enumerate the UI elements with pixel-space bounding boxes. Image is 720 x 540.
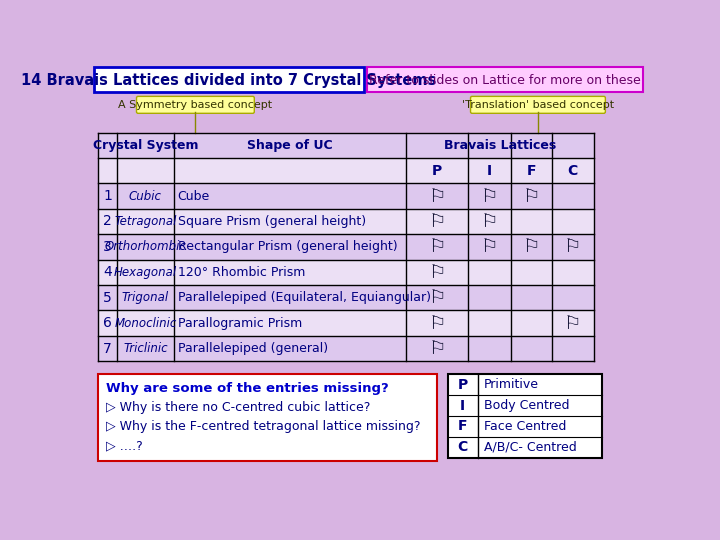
Text: Cube: Cube: [178, 190, 210, 202]
Text: 6: 6: [103, 316, 112, 330]
Text: 'Translation' based concept: 'Translation' based concept: [462, 100, 614, 110]
Text: ⚐: ⚐: [428, 238, 446, 256]
Text: Primitive: Primitive: [484, 378, 539, 392]
Text: ⚐: ⚐: [564, 314, 582, 333]
Text: ▷ Why is there no C-centred cubic lattice?: ▷ Why is there no C-centred cubic lattic…: [106, 401, 370, 414]
Text: ⚐: ⚐: [428, 187, 446, 206]
Bar: [367, 67, 642, 92]
Text: ⚐: ⚐: [428, 339, 446, 358]
Text: F: F: [526, 164, 536, 178]
Text: Parallelepiped (Equilateral, Equiangular): Parallelepiped (Equilateral, Equiangular…: [178, 291, 431, 304]
FancyBboxPatch shape: [471, 96, 606, 113]
FancyBboxPatch shape: [137, 96, 254, 113]
Bar: [98, 310, 594, 336]
Bar: [98, 336, 594, 361]
Text: ⚐: ⚐: [428, 314, 446, 333]
Text: A Symmetry based concept: A Symmetry based concept: [118, 100, 272, 110]
Text: Crystal System: Crystal System: [93, 139, 198, 152]
Text: Tetragonal: Tetragonal: [114, 215, 176, 228]
Text: Square Prism (general height): Square Prism (general height): [178, 215, 366, 228]
Bar: [98, 260, 594, 285]
Bar: [98, 285, 594, 310]
Text: A/B/C- Centred: A/B/C- Centred: [484, 441, 577, 454]
Bar: [448, 374, 601, 457]
Text: ⚐: ⚐: [481, 212, 498, 231]
Text: ⚐: ⚐: [564, 238, 582, 256]
Bar: [98, 184, 594, 209]
Text: Parallelepiped (general): Parallelepiped (general): [178, 342, 328, 355]
Text: ▷ ….?: ▷ ….?: [106, 440, 143, 453]
Text: Bravais Lattices: Bravais Lattices: [444, 139, 556, 152]
Text: ⚐: ⚐: [428, 263, 446, 282]
Bar: [98, 158, 594, 184]
Text: Refer to slides on Lattice for more on these: Refer to slides on Lattice for more on t…: [369, 73, 641, 87]
Text: I: I: [460, 399, 465, 413]
Text: ⚐: ⚐: [428, 212, 446, 231]
Text: ⚐: ⚐: [428, 288, 446, 307]
Text: Orthorhombic: Orthorhombic: [104, 240, 186, 253]
Text: 7: 7: [103, 341, 112, 355]
Text: 120° Rhombic Prism: 120° Rhombic Prism: [178, 266, 305, 279]
Text: 3: 3: [103, 240, 112, 254]
Bar: [98, 374, 437, 461]
Text: ⚐: ⚐: [481, 187, 498, 206]
Text: C: C: [567, 164, 578, 178]
Bar: [98, 132, 594, 158]
Text: Trigonal: Trigonal: [122, 291, 169, 304]
Text: Cubic: Cubic: [129, 190, 162, 202]
Text: 1: 1: [103, 189, 112, 203]
Text: P: P: [458, 378, 468, 392]
Text: Body Centred: Body Centred: [484, 399, 570, 412]
Text: Why are some of the entries missing?: Why are some of the entries missing?: [106, 382, 388, 395]
Text: ⚐: ⚐: [523, 187, 540, 206]
Text: Triclinic: Triclinic: [123, 342, 168, 355]
Text: Shape of UC: Shape of UC: [247, 139, 333, 152]
Text: 2: 2: [103, 214, 112, 228]
Text: I: I: [487, 164, 492, 178]
Text: Face Centred: Face Centred: [484, 420, 566, 433]
Text: Hexagonal: Hexagonal: [114, 266, 177, 279]
Text: ⚐: ⚐: [523, 238, 540, 256]
Text: Parallogramic Prism: Parallogramic Prism: [178, 316, 302, 329]
Bar: [98, 234, 594, 260]
Text: Monoclinic: Monoclinic: [114, 316, 176, 329]
Bar: [94, 67, 364, 92]
Text: 14 Bravais Lattices divided into 7 Crystal Systems: 14 Bravais Lattices divided into 7 Cryst…: [21, 73, 436, 87]
Text: 4: 4: [103, 265, 112, 279]
Text: Rectangular Prism (general height): Rectangular Prism (general height): [178, 240, 397, 253]
Text: ⚐: ⚐: [481, 238, 498, 256]
Text: C: C: [458, 440, 468, 454]
Text: ▷ Why is the F-centred tetragonal lattice missing?: ▷ Why is the F-centred tetragonal lattic…: [106, 420, 420, 433]
Text: F: F: [458, 420, 467, 433]
Text: P: P: [432, 164, 442, 178]
Text: 5: 5: [103, 291, 112, 305]
Bar: [98, 209, 594, 234]
